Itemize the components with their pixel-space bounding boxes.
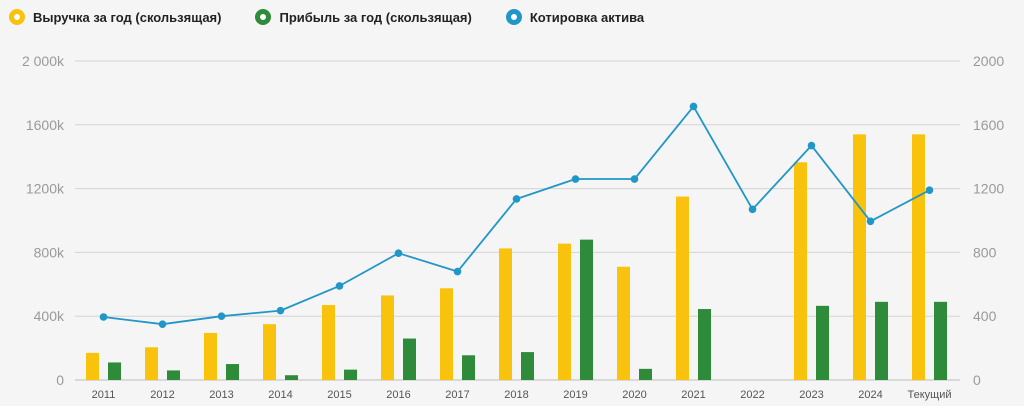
profit-bar bbox=[698, 309, 711, 380]
quote-point bbox=[866, 217, 875, 226]
quote-point bbox=[689, 102, 698, 111]
legend-item-revenue[interactable]: Выручка за год (скользящая) bbox=[9, 9, 221, 25]
legend-marker-quote bbox=[505, 9, 522, 25]
legend-label-quote: Котировка актива bbox=[529, 9, 645, 25]
y-tick-left: 2 000k bbox=[22, 53, 65, 69]
x-tick: 2011 bbox=[92, 389, 116, 401]
quote-point bbox=[925, 186, 934, 194]
quote-point bbox=[807, 141, 816, 150]
profit-bar bbox=[226, 364, 239, 380]
x-tick: 2020 bbox=[622, 389, 646, 401]
revenue-bar bbox=[263, 324, 276, 380]
revenue-bar bbox=[204, 332, 217, 380]
x-tick: 2021 bbox=[681, 389, 705, 401]
y-tick-right: 0 bbox=[973, 372, 981, 388]
profit-bar bbox=[344, 369, 357, 380]
quote-point bbox=[335, 282, 344, 290]
x-tick: 2015 bbox=[327, 389, 351, 401]
profit-bar bbox=[639, 368, 652, 380]
revenue-bar bbox=[381, 295, 394, 380]
y-tick-right: 800 bbox=[973, 244, 997, 260]
y-tick-right: 400 bbox=[973, 308, 997, 324]
revenue-bar bbox=[853, 134, 866, 380]
profit-bar bbox=[580, 239, 593, 380]
y-tick-left: 400k bbox=[34, 308, 65, 324]
x-tick: Текущий bbox=[908, 389, 952, 401]
y-tick-left: 0 bbox=[56, 372, 64, 388]
profit-bar bbox=[875, 301, 888, 380]
revenue-bar bbox=[440, 288, 453, 380]
quote-point bbox=[158, 320, 167, 328]
revenue-bar bbox=[617, 266, 630, 380]
quote-point bbox=[571, 175, 580, 183]
quote-point bbox=[630, 175, 639, 183]
x-tick: 2024 bbox=[858, 389, 882, 401]
profit-bar bbox=[934, 301, 947, 380]
quote-point bbox=[453, 267, 462, 276]
x-tick: 2017 bbox=[445, 389, 469, 401]
x-tick: 2018 bbox=[504, 389, 528, 401]
revenue-bar bbox=[322, 305, 335, 380]
legend-marker-revenue bbox=[9, 9, 25, 25]
x-tick: 2012 bbox=[150, 389, 174, 401]
y-tick-right: 1200 bbox=[973, 181, 1004, 197]
profit-bar bbox=[521, 352, 534, 380]
quote-point bbox=[276, 306, 285, 315]
profit-bar bbox=[285, 375, 298, 380]
revenue-bar bbox=[912, 134, 925, 380]
quote-point bbox=[394, 249, 403, 257]
x-tick: 2014 bbox=[268, 389, 292, 401]
y-tick-right: 1600 bbox=[973, 117, 1004, 133]
legend-item-profit[interactable]: Прибыль за год (скользящая) bbox=[255, 9, 472, 25]
x-tick: 2023 bbox=[799, 389, 823, 401]
profit-bar bbox=[167, 370, 180, 380]
chart-legend: Выручка за год (скользящая) Прибыль за г… bbox=[0, 0, 1024, 34]
x-tick: 2016 bbox=[386, 389, 410, 401]
quote-point bbox=[99, 313, 108, 321]
profit-bar bbox=[108, 362, 121, 380]
y-tick-left: 1200k bbox=[26, 181, 65, 197]
x-tick: 2019 bbox=[563, 389, 587, 401]
quote-point bbox=[512, 195, 521, 203]
x-tick: 2022 bbox=[740, 389, 764, 401]
x-tick: 2013 bbox=[209, 389, 233, 401]
revenue-bar bbox=[499, 248, 512, 380]
legend-label-profit: Прибыль за год (скользящая) bbox=[279, 9, 472, 25]
revenue-bar bbox=[794, 162, 807, 380]
revenue-bar bbox=[676, 196, 689, 380]
profit-bar bbox=[403, 338, 416, 380]
profit-bar bbox=[462, 355, 475, 380]
legend-item-quote[interactable]: Котировка актива bbox=[505, 9, 645, 25]
profit-bar bbox=[816, 305, 829, 380]
revenue-bar bbox=[145, 347, 158, 380]
revenue-bar bbox=[86, 352, 99, 380]
y-tick-left: 800k bbox=[34, 244, 65, 260]
quote-point bbox=[217, 312, 226, 321]
legend-label-revenue: Выручка за год (скользящая) bbox=[33, 9, 222, 25]
revenue-bar bbox=[558, 243, 571, 380]
legend-marker-profit bbox=[255, 9, 272, 25]
quote-point bbox=[748, 205, 757, 214]
y-tick-right: 2000 bbox=[973, 53, 1004, 69]
y-tick-left: 1600k bbox=[26, 117, 65, 133]
